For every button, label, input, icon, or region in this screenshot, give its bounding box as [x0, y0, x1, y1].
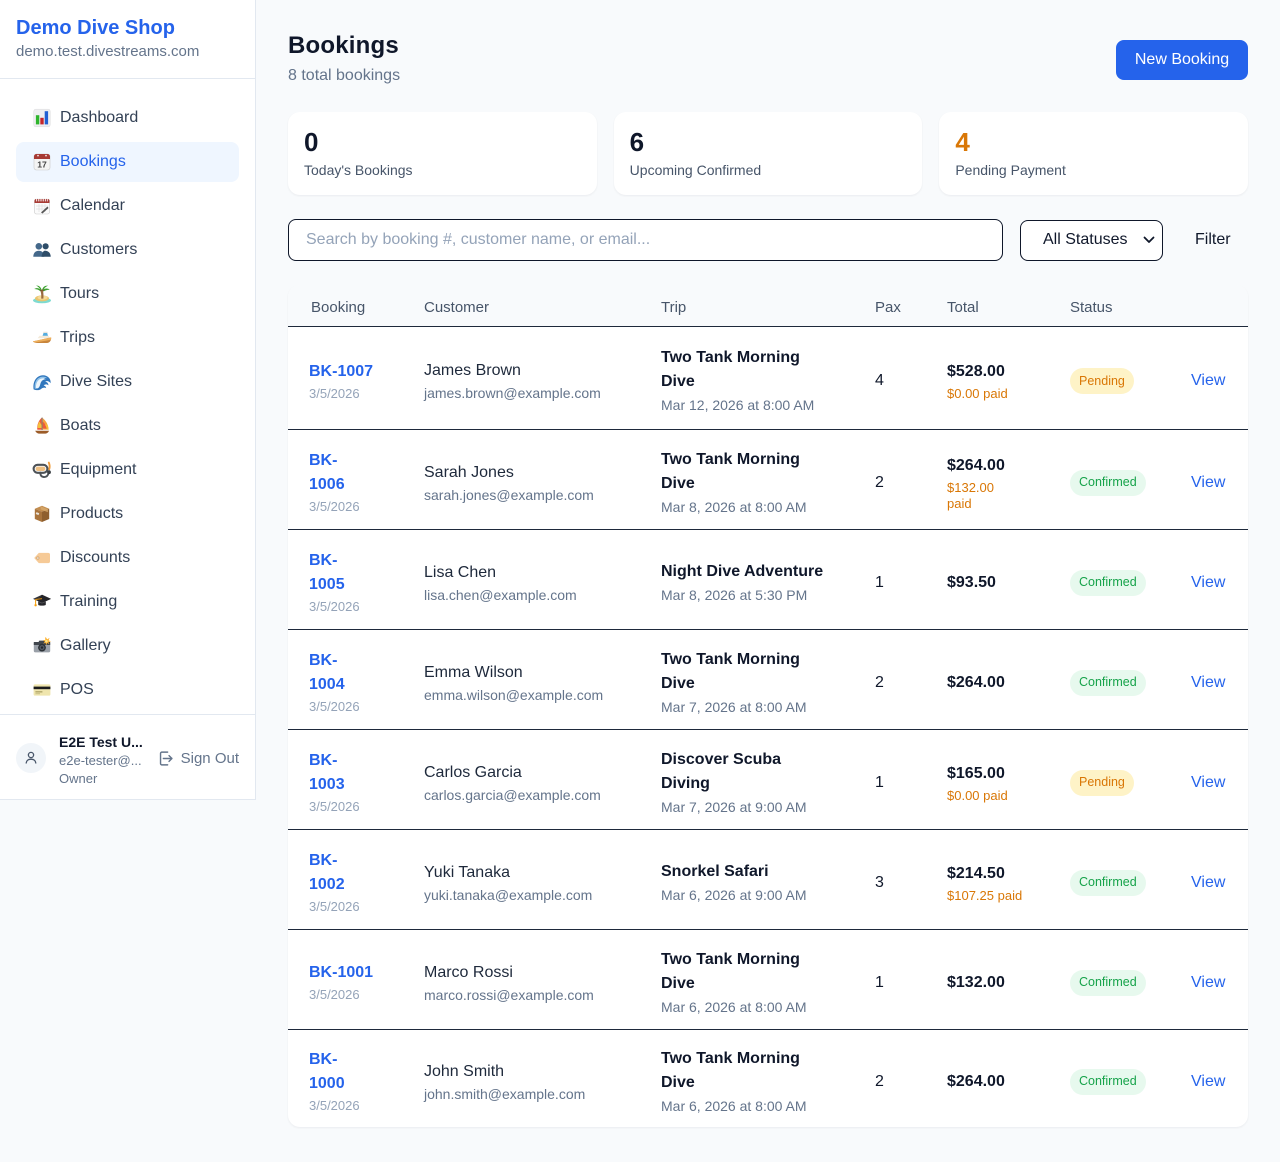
svg-text:17: 17	[37, 159, 47, 169]
